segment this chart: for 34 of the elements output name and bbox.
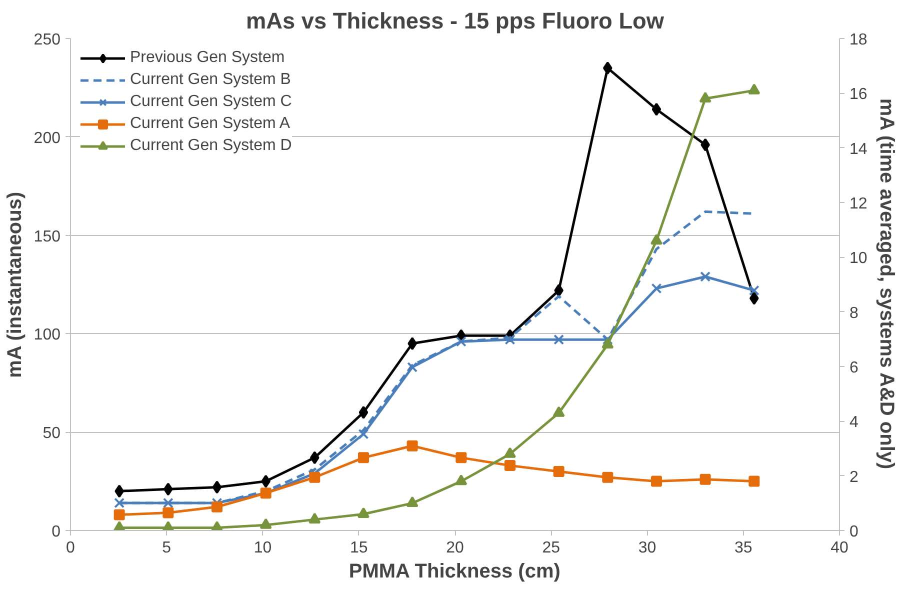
y-tick-label: 100 <box>34 326 61 344</box>
y2-tick-label: 4 <box>850 414 858 432</box>
y-tick-label: 150 <box>34 228 61 246</box>
y-axis-title: mA (instantaneous) <box>4 192 26 378</box>
x-tick-label: 20 <box>446 540 464 556</box>
y2-tick-label: 6 <box>850 360 858 376</box>
x-tick-label: 15 <box>350 540 368 556</box>
y2-tick-label: 16 <box>850 86 868 104</box>
legend-label: Current Gen System D <box>130 137 292 155</box>
chart-title: mAs vs Thickness - 15 pps Fluoro Low <box>246 8 664 34</box>
y2-tick-label: 8 <box>850 304 858 322</box>
x-tick-label: 40 <box>830 540 848 556</box>
y2-tick-label: 0 <box>850 524 858 540</box>
y2-tick-label: 18 <box>850 32 868 48</box>
legend-label: Current Gen System B <box>130 71 291 89</box>
y2-tick-label: 10 <box>850 250 868 268</box>
y2-tick-label: 2 <box>850 468 858 486</box>
y-tick-label: 250 <box>34 32 61 48</box>
x-tick-label: 5 <box>162 540 172 556</box>
x-tick-label: 30 <box>638 540 656 556</box>
x-tick-label: 25 <box>542 540 560 556</box>
y-tick-label: 200 <box>34 130 61 147</box>
x-axis-title: PMMA Thickness (cm) <box>348 560 560 582</box>
y-tick-label: 50 <box>42 425 61 442</box>
x-tick-label: 10 <box>254 540 272 556</box>
y2-tick-label: 14 <box>850 140 868 158</box>
legend-label: Previous Gen System <box>130 49 285 67</box>
y2-axis-title: mA (time averaged, systems A&D only) <box>875 98 898 470</box>
x-tick-label: 0 <box>66 540 76 556</box>
y-tick-label: 0 <box>52 524 61 540</box>
legend-label: Current Gen System C <box>130 93 292 111</box>
x-tick-label: 35 <box>734 540 752 556</box>
legend-label: Current Gen System A <box>130 115 290 133</box>
y2-tick-label: 12 <box>850 196 868 212</box>
